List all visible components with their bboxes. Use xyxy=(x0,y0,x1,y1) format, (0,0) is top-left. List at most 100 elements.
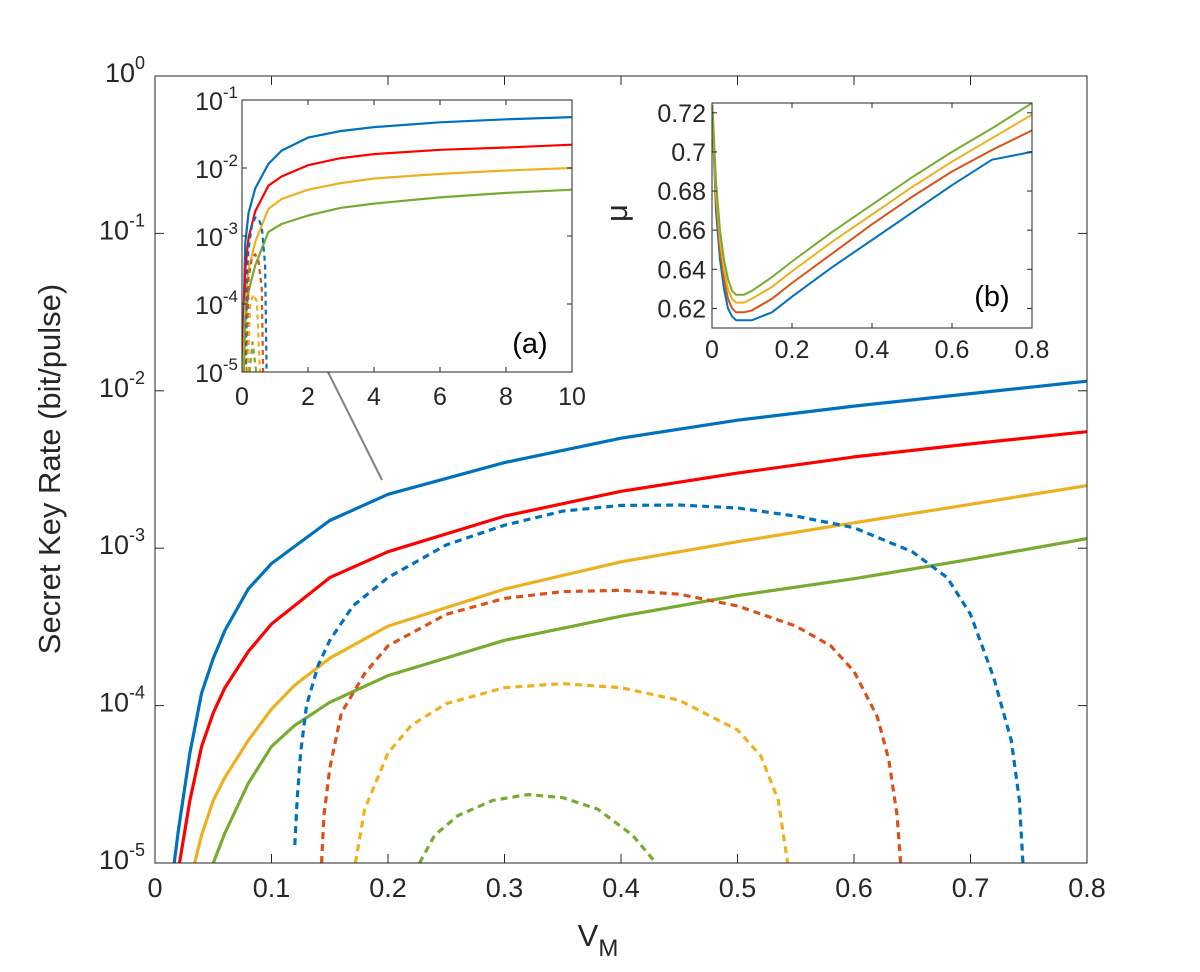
inset-a-x-tick-label: 6 xyxy=(433,383,447,411)
inset-a-series-line-7-dashed xyxy=(246,293,261,372)
inset-a-y-tick-base: 10 xyxy=(195,224,223,252)
main-x-tick-label: 0.8 xyxy=(1068,873,1106,903)
inset-a-series-line-2-solid xyxy=(242,143,572,372)
main-y-tick-label: 10-1 xyxy=(99,210,145,245)
inset-a-y-tick-base: 10 xyxy=(195,88,223,116)
inset-b-x-tick-label: 0.2 xyxy=(775,336,810,364)
inset-a-series-line-6-dashed xyxy=(245,253,265,372)
main-series-clipped xyxy=(172,379,1087,863)
insetB-series-clipped xyxy=(712,103,1032,322)
inset-a: 0 2 4 6 8 10 10-110-210-310-410-5 (a) xyxy=(195,83,586,411)
main-x-axis-label: VM xyxy=(578,918,619,962)
inset-b-series-line-4-solid xyxy=(712,103,1032,296)
inset-a-y-tick-exponent: -4 xyxy=(223,287,238,306)
main-y-tick-base: 10 xyxy=(99,688,129,718)
inset-a-x-tick-label: 8 xyxy=(499,383,513,411)
main-plot: 0 0.1 0.2 0.3 0.4 0.5 0.6 0.7 0.8 10010-110-210-… xyxy=(32,53,1106,962)
inset-a-series-line-5-dashed xyxy=(244,216,268,372)
main-y-tick-base: 10 xyxy=(99,373,129,403)
inset-b-y-tick-label: 0.66 xyxy=(657,217,706,245)
main-x-tick-label: 0.2 xyxy=(369,873,407,903)
x-label-subscript: M xyxy=(598,935,618,962)
main-y-axis-label: Secret Key Rate (bit/pulse) xyxy=(32,284,67,654)
inset-a-y-tick-label: 10-4 xyxy=(195,287,238,320)
main-x-tick-label: 0.7 xyxy=(952,873,990,903)
inset-b-y-tick-label: 0.62 xyxy=(657,295,706,323)
inset-a-x-tick-label: 10 xyxy=(558,383,586,411)
insetA-series-clipped xyxy=(242,116,572,372)
main-x-tick-label: 0 xyxy=(147,873,162,903)
inset-a-y-tick-base: 10 xyxy=(195,360,223,388)
inset-b-x-tick-label: 0.4 xyxy=(855,336,890,364)
main-x-tick-label: 0.6 xyxy=(835,873,873,903)
main-y-tick-label: 10-5 xyxy=(99,840,145,875)
main-y-tick-exponent: -1 xyxy=(129,210,145,230)
main-x-tick-label: 0.5 xyxy=(719,873,757,903)
inset-b-x-tick-label: 0.8 xyxy=(1015,336,1050,364)
main-y-tick-base: 10 xyxy=(99,845,129,875)
inset-a-y-tick-base: 10 xyxy=(195,156,223,184)
main-y-tick-exponent: -5 xyxy=(129,840,145,860)
inset-b-x-tick-label: 0 xyxy=(705,336,719,364)
inset-b-y-tick-label: 0.72 xyxy=(657,100,706,128)
main-x-tick-label: 0.4 xyxy=(602,873,640,903)
inset-a-y-tick-exponent: -3 xyxy=(223,219,238,238)
inset-a-series-line-8-dashed xyxy=(248,341,258,372)
inset-b-x-tick-label: 0.6 xyxy=(935,336,970,364)
inset-a-x-tick-label: 0 xyxy=(235,383,249,411)
inset-a-series xyxy=(242,116,572,372)
inset-a-y-tick-exponent: -1 xyxy=(223,83,238,102)
main-y-tick-label: 10-4 xyxy=(99,683,145,718)
inset-b-series xyxy=(712,103,1032,322)
inset-a-y-tick-label: 10-2 xyxy=(195,151,238,184)
main-x-tick-label: 0.3 xyxy=(486,873,524,903)
inset-a-series-line-3-solid xyxy=(242,166,572,372)
inset-b-y-axis-label: μ xyxy=(599,204,634,222)
inset-a-series-line-1-solid xyxy=(242,116,572,372)
inset-a-y-tick-base: 10 xyxy=(195,292,223,320)
inset-b-y-tick-label: 0.64 xyxy=(657,256,706,284)
main-y-tick-label: 100 xyxy=(105,53,145,88)
inset-b-y-ticks: 0.62 0.64 0.66 0.68 0.7 0.72 xyxy=(657,100,1032,323)
main-y-tick-exponent: -4 xyxy=(129,683,145,703)
inset-b-panel-label: (b) xyxy=(974,281,1009,313)
main-y-tick-exponent: -3 xyxy=(129,525,145,545)
main-x-tick-label: 0.1 xyxy=(253,873,291,903)
main-series-line-2-solid xyxy=(177,430,1087,863)
inset-b: 0 0.2 0.4 0.6 0.8 0.62 0.64 0.66 0.68 0.7 0.72 (b… xyxy=(599,100,1049,364)
main-x-ticks: 0 0.1 0.2 0.3 0.4 0.5 0.6 0.7 0.8 xyxy=(147,76,1106,903)
main-y-tick-base: 10 xyxy=(99,215,129,245)
inset-a-panel-label: (a) xyxy=(512,328,547,360)
main-y-tick-exponent: -2 xyxy=(129,368,145,388)
main-series-line-7-dashed xyxy=(353,682,790,863)
inset-a-x-tick-label: 4 xyxy=(367,383,381,411)
inset-a-y-tick-label: 10-3 xyxy=(195,219,238,252)
inset-a-y-tick-exponent: -2 xyxy=(223,151,238,170)
main-series xyxy=(172,379,1087,863)
inset-a-x-tick-label: 2 xyxy=(301,383,315,411)
inset-b-y-tick-label: 0.68 xyxy=(657,178,706,206)
inset-a-y-ticks: 10-110-210-310-410-5 xyxy=(195,83,572,388)
main-series-line-8-dashed xyxy=(418,793,658,863)
inset-b-series-line-1-solid xyxy=(712,112,1032,322)
inset-a-background xyxy=(242,100,572,372)
inset-a-y-tick-label: 10-5 xyxy=(195,355,238,388)
inset-a-y-tick-exponent: -5 xyxy=(223,355,238,374)
main-y-tick-label: 10-3 xyxy=(99,525,145,560)
main-series-line-1-solid xyxy=(172,379,1087,863)
main-y-tick-label: 10-2 xyxy=(99,368,145,403)
main-series-line-6-dashed xyxy=(320,588,903,863)
inset-a-y-tick-label: 10-1 xyxy=(195,83,238,116)
main-series-line-5-dashed xyxy=(293,503,1025,863)
main-series-line-4-solid xyxy=(211,537,1087,863)
main-y-tick-base: 10 xyxy=(105,58,135,88)
inset-b-y-tick-label: 0.7 xyxy=(671,139,706,167)
inset-b-series-line-2-solid xyxy=(712,112,1032,314)
inset-b-x-ticks: 0 0.2 0.4 0.6 0.8 xyxy=(705,103,1049,364)
main-y-tick-exponent: 0 xyxy=(135,53,145,73)
x-label-main: V xyxy=(578,918,599,953)
inset-a-x-ticks: 0 2 4 6 8 10 xyxy=(235,100,586,411)
inset-b-series-line-3-solid xyxy=(712,108,1032,304)
